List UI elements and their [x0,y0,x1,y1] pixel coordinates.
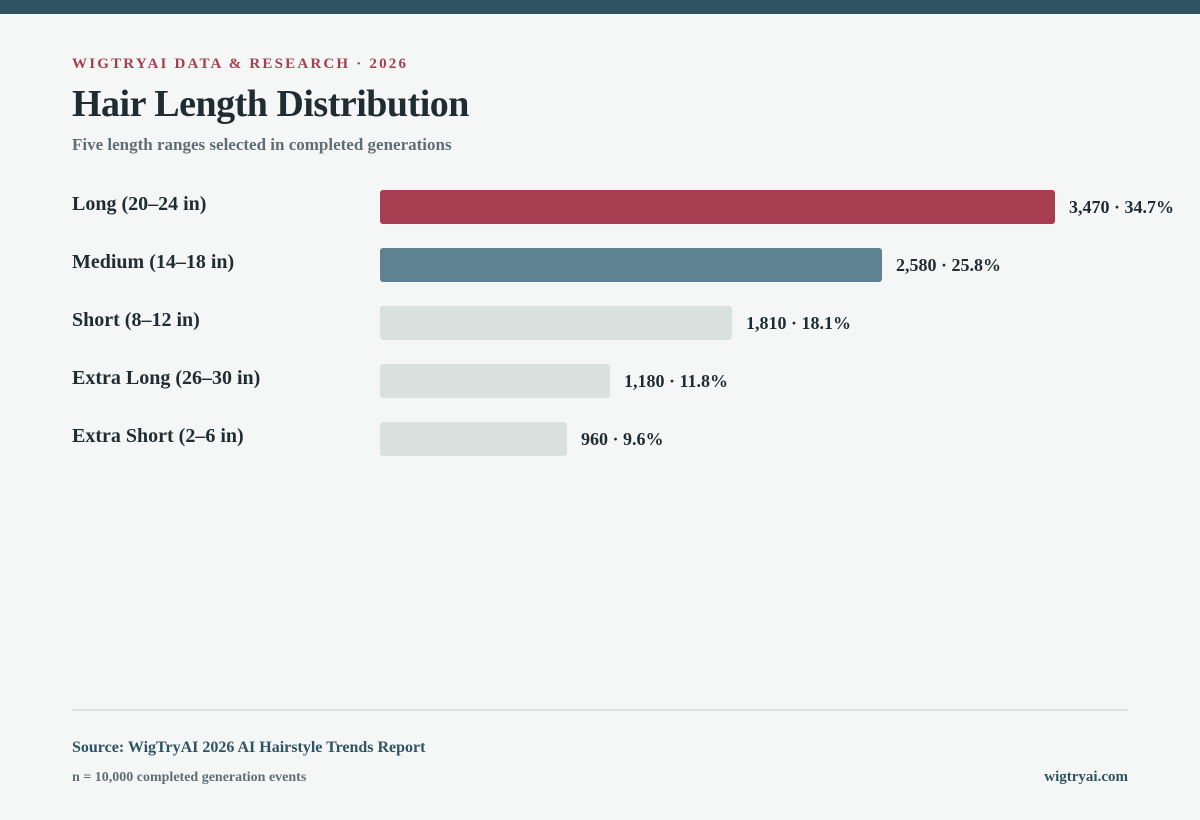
category-label: Long (20–24 in) [72,193,207,215]
bar-row: Extra Short (2–6 in) 960 · 9.6% [0,422,1200,456]
value-label: 1,180 · 11.8% [624,371,729,391]
value-label: 960 · 9.6% [581,429,664,449]
category-label: Extra Long (26–30 in) [72,367,261,389]
category-label: Short (8–12 in) [72,309,200,331]
top-accent-bar [0,0,1200,14]
site-link[interactable]: wigtryai.com [1044,769,1128,785]
bar [380,422,567,456]
sample-size-note: n = 10,000 completed generation events [72,770,307,785]
chart-title: Hair Length Distribution [72,83,469,125]
category-label: Medium (14–18 in) [72,251,235,273]
value-label: 1,810 · 18.1% [746,313,852,333]
bar [380,248,882,282]
chart-subtitle: Five length ranges selected in completed… [72,135,452,154]
bar-row: Short (8–12 in) 1,810 · 18.1% [0,306,1200,340]
bar [380,364,610,398]
bar-row: Medium (14–18 in) 2,580 · 25.8% [0,248,1200,282]
value-label: 2,580 · 25.8% [896,255,1002,275]
bar [380,190,1055,224]
bar [380,306,732,340]
bar-row: Extra Long (26–30 in) 1,180 · 11.8% [0,364,1200,398]
source-note: Source: WigTryAI 2026 AI Hairstyle Trend… [72,739,426,756]
report-eyebrow: WIGTRYAI DATA & RESEARCH · 2026 [72,56,409,72]
footer-divider [72,709,1128,711]
bar-row: Long (20–24 in) 3,470 · 34.7% [0,190,1200,224]
category-label: Extra Short (2–6 in) [72,425,244,447]
value-label: 3,470 · 34.7% [1069,197,1175,217]
